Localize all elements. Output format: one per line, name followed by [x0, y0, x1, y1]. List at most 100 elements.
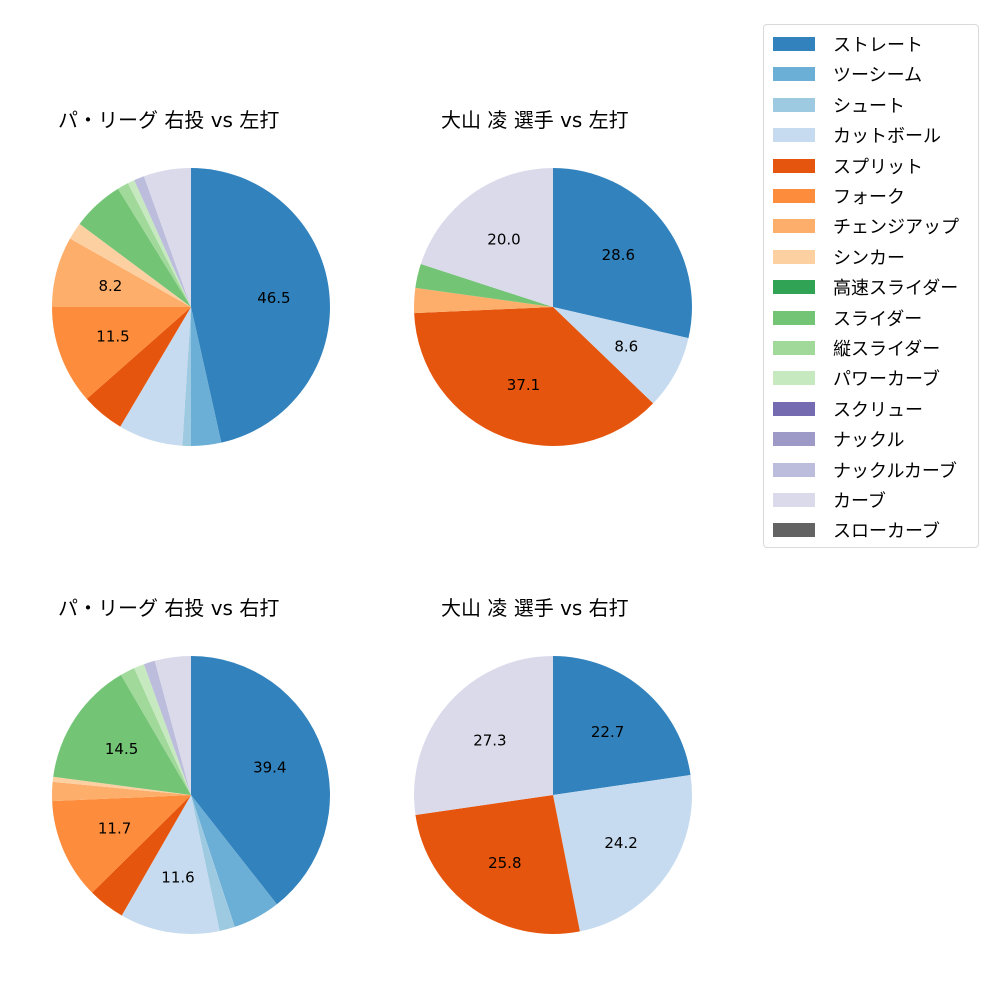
legend-item: スライダー — [773, 308, 923, 330]
pie-slice — [134, 664, 191, 795]
pie-slice — [413, 287, 553, 314]
pie-slice — [51, 781, 191, 802]
pie-slice — [553, 307, 689, 404]
pie-slice — [127, 180, 191, 307]
pie-slice — [51, 307, 191, 399]
legend-swatch — [773, 158, 815, 173]
legend-label: 縦スライダー — [833, 339, 941, 360]
pie-slice — [52, 776, 192, 795]
legend-label: スクリュー — [833, 399, 923, 421]
legend-label: 高速スライダー — [833, 278, 959, 300]
pie-slice — [191, 795, 277, 927]
slice-value-label: 37.1 — [507, 376, 540, 394]
legend-item: 高速スライダー — [773, 277, 959, 300]
pie-slice — [415, 795, 580, 934]
legend-label: ストレート — [833, 35, 923, 56]
legend-item: スローカーブ — [773, 520, 940, 542]
slice-value-label: 46.5 — [257, 289, 290, 307]
slice-value-label: 39.4 — [253, 759, 286, 777]
legend-label: ツーシーム — [833, 65, 923, 87]
slice-value-label: 8.2 — [98, 277, 122, 295]
legend-item: スクリュー — [773, 399, 923, 421]
slice-value-label: 24.2 — [604, 834, 637, 852]
legend-label: カーブ — [833, 491, 886, 512]
pie-slice — [120, 307, 191, 446]
pie-slice — [414, 307, 654, 447]
legend-label: スライダー — [833, 308, 923, 330]
legend-label: ナックルカーブ — [833, 460, 957, 482]
legend-item: チェンジアップ — [773, 216, 959, 239]
slice-value-label: 27.3 — [473, 731, 506, 749]
pie-pitcher-vs-left: 28.6 8.6 37.1 20.0 — [413, 168, 692, 447]
legend-label: シンカー — [833, 247, 905, 269]
pie-slice — [191, 168, 330, 443]
legend-swatch — [773, 432, 815, 447]
legend-item: パワーカーブ — [773, 368, 940, 391]
slice-value-label: 11.7 — [98, 819, 131, 837]
pie-slice — [191, 656, 330, 905]
pie-slice — [553, 168, 692, 339]
legend-swatch — [773, 462, 815, 477]
legend-label: カットボール — [833, 126, 941, 148]
legend-item: 縦スライダー — [773, 338, 941, 360]
legend-swatch — [773, 219, 815, 234]
pie-slice — [553, 656, 691, 795]
pie-slice — [414, 656, 553, 816]
pie-slice — [143, 660, 191, 795]
pie-slice — [86, 307, 191, 427]
pie-pitcher-vs-right: 22.7 24.2 25.8 27.3 — [414, 656, 692, 934]
legend-item: スプリット — [773, 156, 923, 178]
pie-slice — [154, 656, 191, 795]
pie-slice — [553, 774, 692, 932]
pie-slice — [92, 795, 191, 916]
legend-swatch — [773, 97, 815, 112]
legend-swatch — [773, 371, 815, 386]
pie-slice — [420, 168, 553, 307]
pie-slice — [121, 668, 191, 795]
pie-slice — [191, 795, 235, 932]
legend: ストレート ツーシーム シュート カットボール スプリット フォーク チェンジア… — [763, 24, 979, 548]
slice-value-label: 20.0 — [487, 231, 520, 249]
pie-league-vs-left: 46.5 11.5 8.2 — [51, 168, 330, 446]
legend-item: ナックル — [773, 429, 905, 452]
legend-swatch — [773, 37, 815, 51]
slice-value-label: 25.8 — [488, 854, 521, 872]
legend-item: シンカー — [773, 247, 905, 269]
slice-value-label: 11.5 — [96, 328, 129, 346]
pie-slice — [182, 307, 191, 446]
pie-slice — [52, 795, 191, 893]
pie-slice — [118, 183, 191, 307]
legend-swatch — [773, 523, 815, 538]
legend-label: フォーク — [833, 187, 905, 208]
legend-item: フォーク — [773, 186, 905, 208]
pie-slice — [51, 238, 191, 307]
chart-title-league-vs-left: パ・リーグ 右投 vs 左打 — [58, 108, 280, 132]
legend-swatch — [773, 401, 815, 416]
pie-league-vs-right: 39.4 11.6 11.7 14.5 — [51, 656, 330, 934]
slice-value-label: 22.7 — [591, 723, 624, 741]
legend-label: パワーカーブ — [833, 369, 940, 391]
pie-slice — [53, 674, 192, 795]
legend-swatch — [773, 310, 815, 325]
pie-slice — [134, 176, 191, 307]
legend-label: チェンジアップ — [833, 217, 959, 239]
pie-slice — [70, 223, 191, 307]
legend-label: ナックル — [833, 430, 905, 452]
legend-item: シュート — [773, 95, 905, 117]
slice-value-label: 14.5 — [105, 740, 138, 758]
legend-label: スプリット — [833, 156, 923, 178]
legend-swatch — [773, 493, 815, 507]
legend-item: ツーシーム — [773, 64, 923, 87]
legend-item: ナックルカーブ — [773, 460, 957, 482]
chart-title-pitcher-vs-right: 大山 凌 選手 vs 右打 — [441, 596, 629, 620]
pie-slice — [191, 307, 222, 446]
legend-swatch — [773, 249, 815, 264]
legend-item: ストレート — [773, 34, 923, 56]
legend-label: シュート — [833, 95, 905, 117]
chart-title-league-vs-right: パ・リーグ 右投 vs 右打 — [58, 596, 280, 620]
pie-slice — [121, 795, 220, 934]
chart-title-pitcher-vs-left: 大山 凌 選手 vs 左打 — [441, 108, 629, 132]
legend-item: カーブ — [773, 490, 886, 512]
pie-slice — [415, 264, 553, 307]
